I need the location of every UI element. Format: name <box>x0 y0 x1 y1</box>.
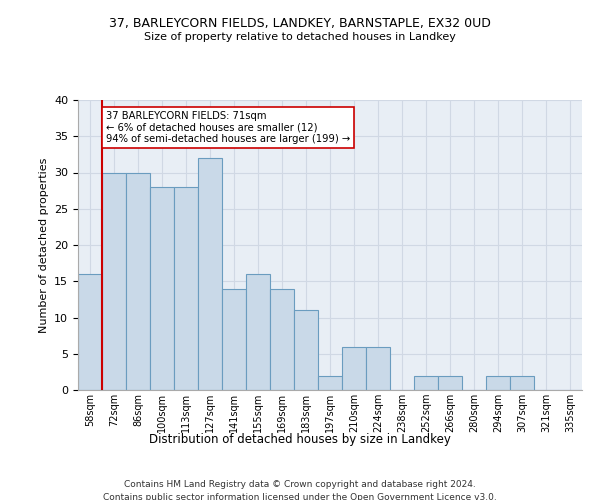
Bar <box>126 172 150 390</box>
Bar <box>294 310 318 390</box>
Bar <box>270 288 294 390</box>
Text: Size of property relative to detached houses in Landkey: Size of property relative to detached ho… <box>144 32 456 42</box>
Bar <box>246 274 270 390</box>
Text: Contains public sector information licensed under the Open Government Licence v3: Contains public sector information licen… <box>103 492 497 500</box>
Bar <box>198 158 222 390</box>
Text: 37, BARLEYCORN FIELDS, LANDKEY, BARNSTAPLE, EX32 0UD: 37, BARLEYCORN FIELDS, LANDKEY, BARNSTAP… <box>109 18 491 30</box>
Bar <box>414 376 438 390</box>
Bar <box>342 346 366 390</box>
Text: 37 BARLEYCORN FIELDS: 71sqm
← 6% of detached houses are smaller (12)
94% of semi: 37 BARLEYCORN FIELDS: 71sqm ← 6% of deta… <box>106 111 350 144</box>
Bar <box>102 172 126 390</box>
Bar <box>150 187 174 390</box>
Text: Contains HM Land Registry data © Crown copyright and database right 2024.: Contains HM Land Registry data © Crown c… <box>124 480 476 489</box>
Bar <box>366 346 390 390</box>
Bar <box>318 376 342 390</box>
Bar <box>174 187 198 390</box>
Y-axis label: Number of detached properties: Number of detached properties <box>38 158 49 332</box>
Bar <box>510 376 534 390</box>
Text: Distribution of detached houses by size in Landkey: Distribution of detached houses by size … <box>149 432 451 446</box>
Bar <box>438 376 462 390</box>
Bar <box>78 274 102 390</box>
Bar <box>222 288 246 390</box>
Bar <box>486 376 510 390</box>
